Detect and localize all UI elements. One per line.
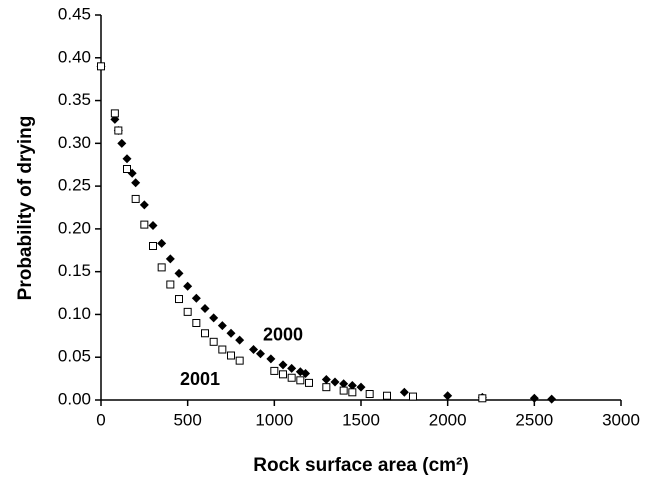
point [399,387,409,397]
y-tick-label: 0.45 [58,4,91,23]
point [157,263,166,272]
y-tick-label: 0.40 [58,47,91,66]
point [356,382,366,392]
point [255,349,265,359]
y-axis-title: Probability of drying [15,116,36,301]
y-tick-label: 0.05 [58,347,91,366]
point [183,307,192,316]
point [165,254,175,264]
point [322,383,331,392]
point [209,313,219,323]
x-tick-label: 1000 [255,410,293,429]
point [270,366,279,375]
point [339,386,348,395]
point [287,363,297,373]
point [140,220,149,229]
point [321,374,331,384]
point [409,392,417,401]
point [235,335,245,345]
point [249,345,259,355]
point [383,391,391,400]
point [227,351,235,360]
x-axis-title: Rock surface area (cm²) [253,455,468,476]
x-tick-label: 1500 [342,410,380,429]
point [529,393,539,403]
point [330,377,340,387]
point [191,293,201,303]
point [139,200,149,210]
point [226,328,236,338]
point [201,329,209,338]
point [183,281,193,291]
x-tick-label: 2000 [429,410,467,429]
point [122,154,132,164]
point [478,394,487,403]
point [175,295,183,304]
point [148,220,158,230]
point [547,394,557,404]
x-tick-label: 2500 [515,410,553,429]
annotation: 2000 [263,325,303,345]
point [97,62,105,71]
annotation: 2001 [180,369,220,389]
point [149,242,157,250]
point [347,380,357,390]
point [365,390,374,399]
y-tick-label: 0.35 [58,90,91,109]
y-tick-label: 0.30 [58,133,91,152]
y-tick-label: 0.00 [58,389,91,408]
point [131,194,140,203]
x-tick-label: 3000 [602,410,640,429]
point [266,354,276,364]
point [443,391,453,401]
y-tick-label: 0.25 [58,176,91,195]
y-tick-label: 0.20 [58,218,91,237]
point [117,138,127,148]
point [166,280,175,289]
point [131,178,141,188]
point [174,268,184,278]
point [217,321,227,331]
point [339,379,349,389]
point [287,373,296,382]
y-tick-label: 0.10 [58,304,91,323]
point [157,238,167,248]
point [114,126,123,135]
point [218,345,227,354]
point [192,319,201,327]
point [209,337,218,346]
x-tick-label: 500 [173,410,201,429]
point [235,356,244,365]
point [278,360,288,370]
point [279,370,287,379]
point [110,109,119,118]
point [123,165,131,173]
point [301,368,311,378]
y-tick-label: 0.15 [58,261,91,280]
point [200,303,210,313]
point [296,376,305,385]
x-tick-label: 0 [96,410,105,429]
point [348,388,357,397]
point [305,378,313,387]
